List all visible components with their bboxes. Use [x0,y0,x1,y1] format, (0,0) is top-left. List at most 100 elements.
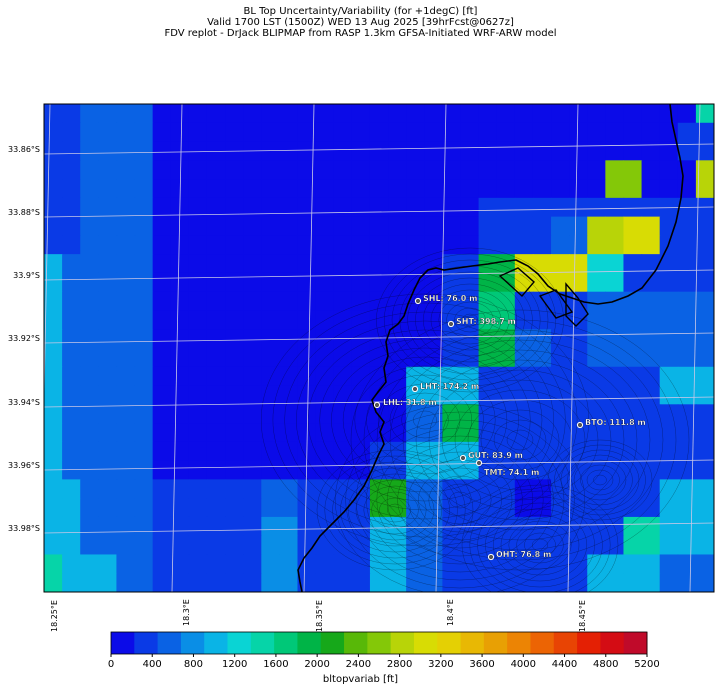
field-cell [134,197,154,218]
colorbar-tick-label: 4000 [510,659,537,670]
field-cell [116,179,136,199]
field-cell [369,441,389,462]
field-cell [424,329,443,349]
field-cell [587,366,606,387]
field-cell [297,291,317,312]
field-cell [261,197,281,218]
lon-label: 18.35°E [315,600,324,632]
field-cell [279,197,299,218]
colorbar-swatch [204,632,229,654]
field-cell [424,441,443,462]
field-cell [388,216,407,236]
field-cell [496,179,516,199]
field-cell [569,272,588,293]
field-cell [243,197,262,218]
field-cell [351,423,371,443]
field-cell [333,535,353,556]
field-cell [406,160,425,180]
contour-ring [524,532,556,558]
field-cell [695,573,714,592]
colorbar-label: bltopvariab [ft] [322,674,399,685]
field-cell [44,404,63,424]
field-cell [551,441,570,462]
field-cell [369,554,389,574]
field-cell [659,216,679,236]
field-cell [677,329,697,349]
field-cell [315,141,335,161]
field-cell [243,291,262,312]
field-cell [243,460,262,480]
field-cell [659,291,679,312]
contour-ring [454,307,486,333]
field-cell [62,441,81,462]
field-cell [44,141,63,161]
field-cell [44,554,63,574]
field-cell [551,573,570,592]
field-cell [406,516,425,537]
field-cell [44,385,63,405]
field-cell [587,404,606,424]
field-cell [44,460,63,480]
field-cell [279,366,299,387]
field-cell [532,141,552,161]
field-cell [134,554,154,574]
field-cell [62,329,81,349]
field-cell [514,141,534,161]
field-cell [677,122,697,143]
field-cell [659,272,679,293]
field-cell [225,272,244,293]
contour-ring [366,374,484,466]
field-cell [406,554,425,574]
field-cell [261,160,281,180]
field-cell [315,122,335,143]
field-cell [623,254,643,274]
field-cell [62,254,81,274]
contour-ring [580,464,620,496]
field-cell [369,573,389,592]
field-cell [206,329,226,349]
field-cell [442,554,462,574]
field-cell [641,554,661,574]
field-cell [98,535,118,556]
field-cell [80,197,99,218]
contour-ring [391,259,549,381]
field-cell [587,329,606,349]
field-cell [460,573,480,592]
colorbar-tick-label: 2000 [304,659,330,670]
field-cell [188,216,208,236]
contour-ring [348,473,442,547]
field-cell [532,254,552,274]
field-cell [605,479,625,499]
field-cell [315,216,335,236]
field-cell [641,310,661,330]
field-cell [587,348,606,368]
field-cell [460,348,480,368]
field-cell [188,348,208,368]
field-cell [44,122,63,143]
colorbar-tick-label: 3600 [469,659,495,670]
field-cell [406,254,425,274]
colorbar-swatch [553,632,578,654]
field-cell [442,291,462,312]
field-cell [496,235,516,255]
field-cell [315,573,335,592]
field-cell [243,254,262,274]
colorbar-swatch [413,632,438,654]
field-cell [333,404,353,424]
field-cell [188,254,208,274]
field-cell [514,235,534,255]
field-cell [605,310,625,330]
contour-ring [363,319,677,561]
field-cell [478,141,498,161]
field-cell [225,291,244,312]
contour-ring [319,338,531,502]
field-cell [243,329,262,349]
field-cell [369,385,389,405]
field-cell [152,498,172,518]
field-cell [641,141,661,161]
field-cell [695,498,714,518]
field-cell [297,160,317,180]
field-cell [279,498,299,518]
field-cell [279,179,299,199]
colorbar [110,631,648,657]
